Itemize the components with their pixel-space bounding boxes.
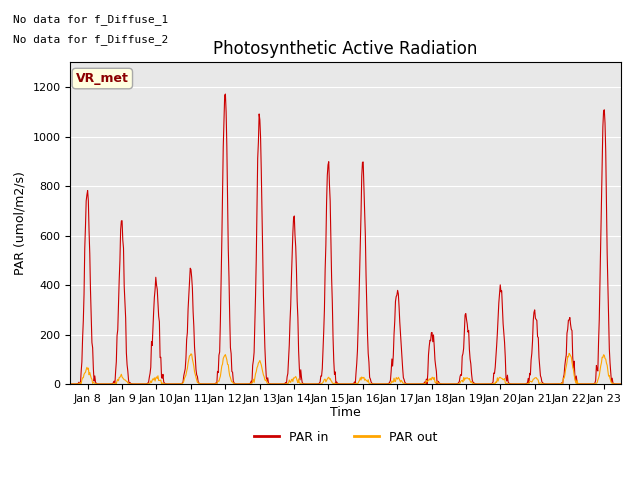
PAR in [221,91,229,97]
PAR out [565,350,573,356]
PAR in [404,381,412,387]
Text: No data for f_Diffuse_1: No data for f_Diffuse_1 [13,14,168,25]
PAR in [76,381,84,387]
PAR out [233,381,241,387]
PAR out [131,381,139,387]
Line: PAR in: PAR in [70,94,621,384]
PAR in [282,380,289,385]
X-axis label: Time: Time [330,407,361,420]
PAR out [281,381,289,387]
Legend: PAR in, PAR out: PAR in, PAR out [249,425,442,448]
PAR in [435,379,442,385]
Text: VR_met: VR_met [76,72,129,85]
Title: Photosynthetic Active Radiation: Photosynthetic Active Radiation [213,40,478,58]
PAR in [132,381,140,387]
PAR out [260,374,268,380]
PAR in [67,381,74,387]
PAR out [617,381,625,387]
Line: PAR out: PAR out [70,353,621,384]
PAR out [67,381,74,387]
PAR in [617,381,625,387]
PAR in [261,345,269,350]
Y-axis label: PAR (umol/m2/s): PAR (umol/m2/s) [14,171,27,275]
PAR out [434,380,442,386]
PAR out [403,381,411,387]
PAR in [234,381,241,387]
Text: No data for f_Diffuse_2: No data for f_Diffuse_2 [13,34,168,45]
PAR out [157,381,165,387]
